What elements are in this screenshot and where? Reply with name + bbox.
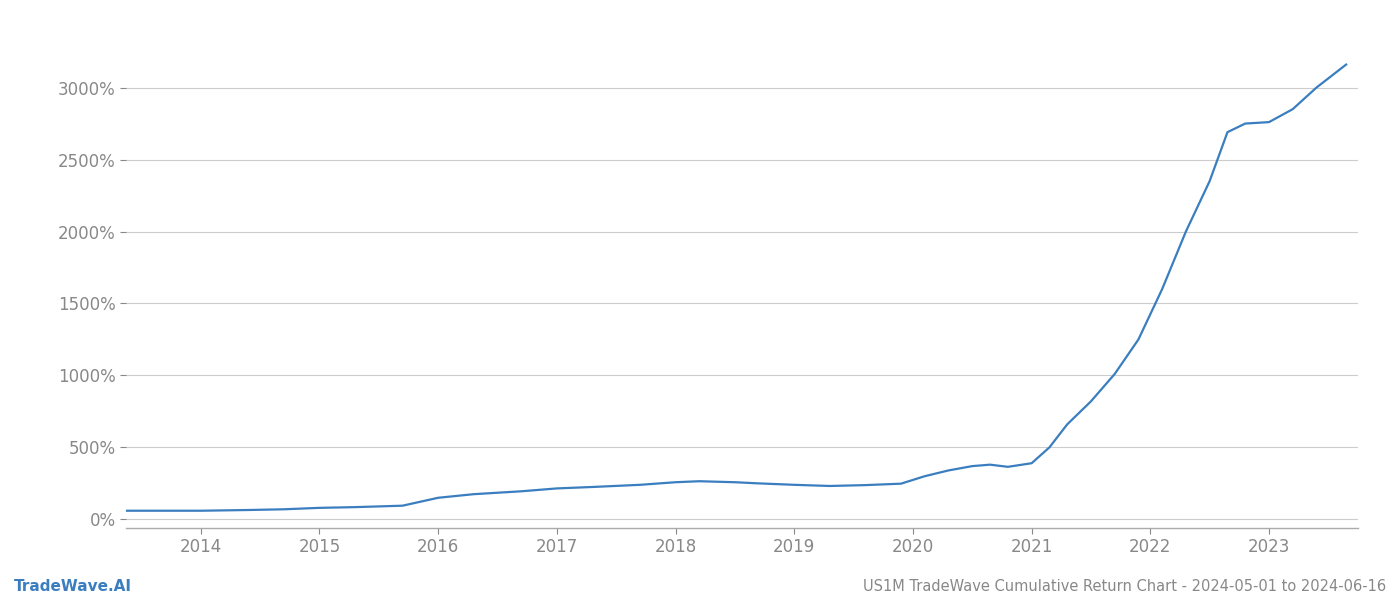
Text: US1M TradeWave Cumulative Return Chart - 2024-05-01 to 2024-06-16: US1M TradeWave Cumulative Return Chart -… bbox=[862, 579, 1386, 594]
Text: TradeWave.AI: TradeWave.AI bbox=[14, 579, 132, 594]
